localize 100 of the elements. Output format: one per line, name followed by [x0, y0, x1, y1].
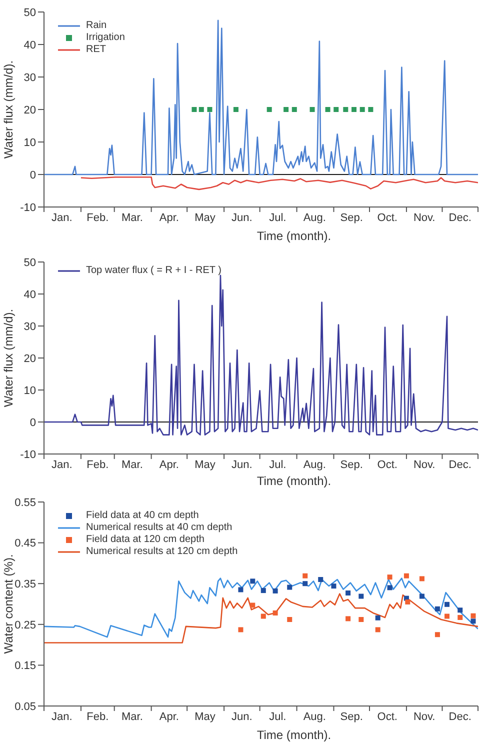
y-axis-title: Water content (%).	[1, 554, 16, 654]
x-tick-label: Oct.	[377, 459, 398, 471]
legend-label: Irrigation	[86, 32, 125, 44]
point	[302, 581, 308, 586]
y-tick-label: 40	[24, 39, 36, 52]
x-tick-label: May	[194, 212, 216, 224]
x-tick-label: Jan.	[51, 459, 72, 471]
x-tick-label: Jul.	[269, 459, 286, 471]
x-tick-label: Jul.	[269, 212, 286, 224]
point	[272, 610, 278, 616]
point	[302, 573, 308, 578]
point	[346, 590, 351, 596]
y-tick-label: 0.15	[14, 660, 36, 672]
point	[260, 588, 266, 594]
x-tick-label: Mar.	[122, 212, 143, 224]
x-tick-label: May	[194, 711, 216, 723]
point	[287, 584, 292, 590]
y-tick-label: 20	[24, 352, 36, 365]
legend-label: Numerical results at 40 cm depth	[86, 522, 232, 534]
point	[318, 577, 324, 582]
point	[404, 573, 409, 578]
point	[444, 614, 450, 619]
x-tick-label: Mar.	[122, 711, 143, 723]
x-tick-label: Jan.	[51, 711, 72, 723]
point	[375, 615, 380, 620]
x-tick-label: Nov.	[413, 212, 436, 224]
y-tick-label: 0.55	[14, 496, 36, 509]
legend-label: RET	[86, 44, 106, 56]
point	[434, 606, 440, 612]
x-tick-label: Oct.	[377, 212, 398, 224]
x-tick-label: Mar.	[122, 459, 143, 471]
y-tick-label: -10	[20, 202, 36, 214]
y-tick-label: 10	[24, 136, 36, 149]
x-tick-label: Dec.	[448, 212, 472, 224]
x-tick-label: Apr.	[159, 459, 179, 471]
x-tick-label: Aug.	[303, 459, 326, 471]
line-series	[44, 593, 478, 644]
x-tick-label: Feb.	[86, 459, 109, 471]
line-series	[80, 176, 478, 190]
y-tick-label: -10	[20, 448, 36, 461]
x-tick-label: Oct.	[377, 711, 398, 723]
x-tick-label: Aug.	[303, 711, 326, 723]
x-tick-label: Jun.	[232, 459, 252, 471]
point	[375, 627, 380, 632]
point	[444, 602, 450, 607]
line-series	[44, 20, 478, 176]
x-tick-label: Aug.	[303, 212, 326, 224]
x-tick-label: Feb.	[86, 212, 109, 224]
y-axis-title: Water flux (mm/d).	[1, 308, 16, 408]
point	[250, 602, 256, 608]
x-tick-label: Apr.	[159, 711, 179, 723]
legend-label: Rain	[86, 20, 107, 32]
point	[458, 614, 463, 620]
y-tick-label: 0.05	[14, 700, 36, 713]
x-tick-label: Sep.	[340, 459, 363, 471]
point	[272, 588, 278, 594]
x-axis-title: Time (month).	[256, 728, 332, 742]
point	[358, 594, 364, 599]
point	[458, 608, 463, 613]
x-axis-title: Time (month).	[256, 229, 332, 243]
point	[238, 627, 244, 632]
point	[331, 584, 336, 589]
point	[419, 594, 424, 599]
point	[346, 616, 351, 622]
line-series	[44, 274, 478, 436]
point	[238, 587, 244, 592]
legend-label: Numerical results at 120 cm depth	[86, 546, 238, 558]
y-tick-label: 30	[24, 320, 36, 333]
y-tick-label: 40	[24, 288, 36, 301]
y-tick-label: 0	[30, 416, 36, 429]
x-tick-label: Apr.	[159, 212, 179, 224]
y-tick-label: 10	[24, 384, 36, 397]
x-tick-label: May	[194, 459, 216, 471]
point	[387, 585, 392, 590]
point	[287, 617, 292, 622]
x-axis-title: Time (month).	[256, 474, 332, 488]
x-tick-label: Dec.	[448, 459, 472, 471]
y-tick-label: 0.25	[14, 619, 36, 632]
x-tick-label: Feb.	[86, 711, 109, 723]
legend-label: Field data at 120 cm depth	[86, 534, 204, 546]
x-tick-label: Jan.	[51, 212, 72, 224]
point	[419, 576, 424, 582]
x-tick-label: Nov.	[413, 711, 436, 723]
x-tick-label: Nov.	[413, 459, 436, 471]
legend-label: Field data at 40 cm depth	[86, 510, 199, 522]
y-tick-label: 50	[24, 256, 36, 269]
y-tick-label: 30	[24, 72, 36, 84]
legend-label: Top water flux ( = R + I - RET )	[86, 265, 222, 277]
y-tick-label: 0.35	[14, 578, 36, 591]
y-tick-label: 0	[30, 169, 36, 182]
x-tick-label: Jun.	[232, 711, 252, 723]
point	[434, 632, 440, 638]
point	[260, 614, 266, 619]
x-tick-label: Jul.	[269, 711, 286, 723]
point	[250, 578, 256, 584]
point	[387, 574, 392, 580]
y-tick-label: 20	[24, 104, 36, 116]
point	[470, 618, 476, 624]
y-tick-label: 50	[24, 6, 36, 19]
y-axis-title: Water flux (mm/d).	[1, 60, 16, 159]
